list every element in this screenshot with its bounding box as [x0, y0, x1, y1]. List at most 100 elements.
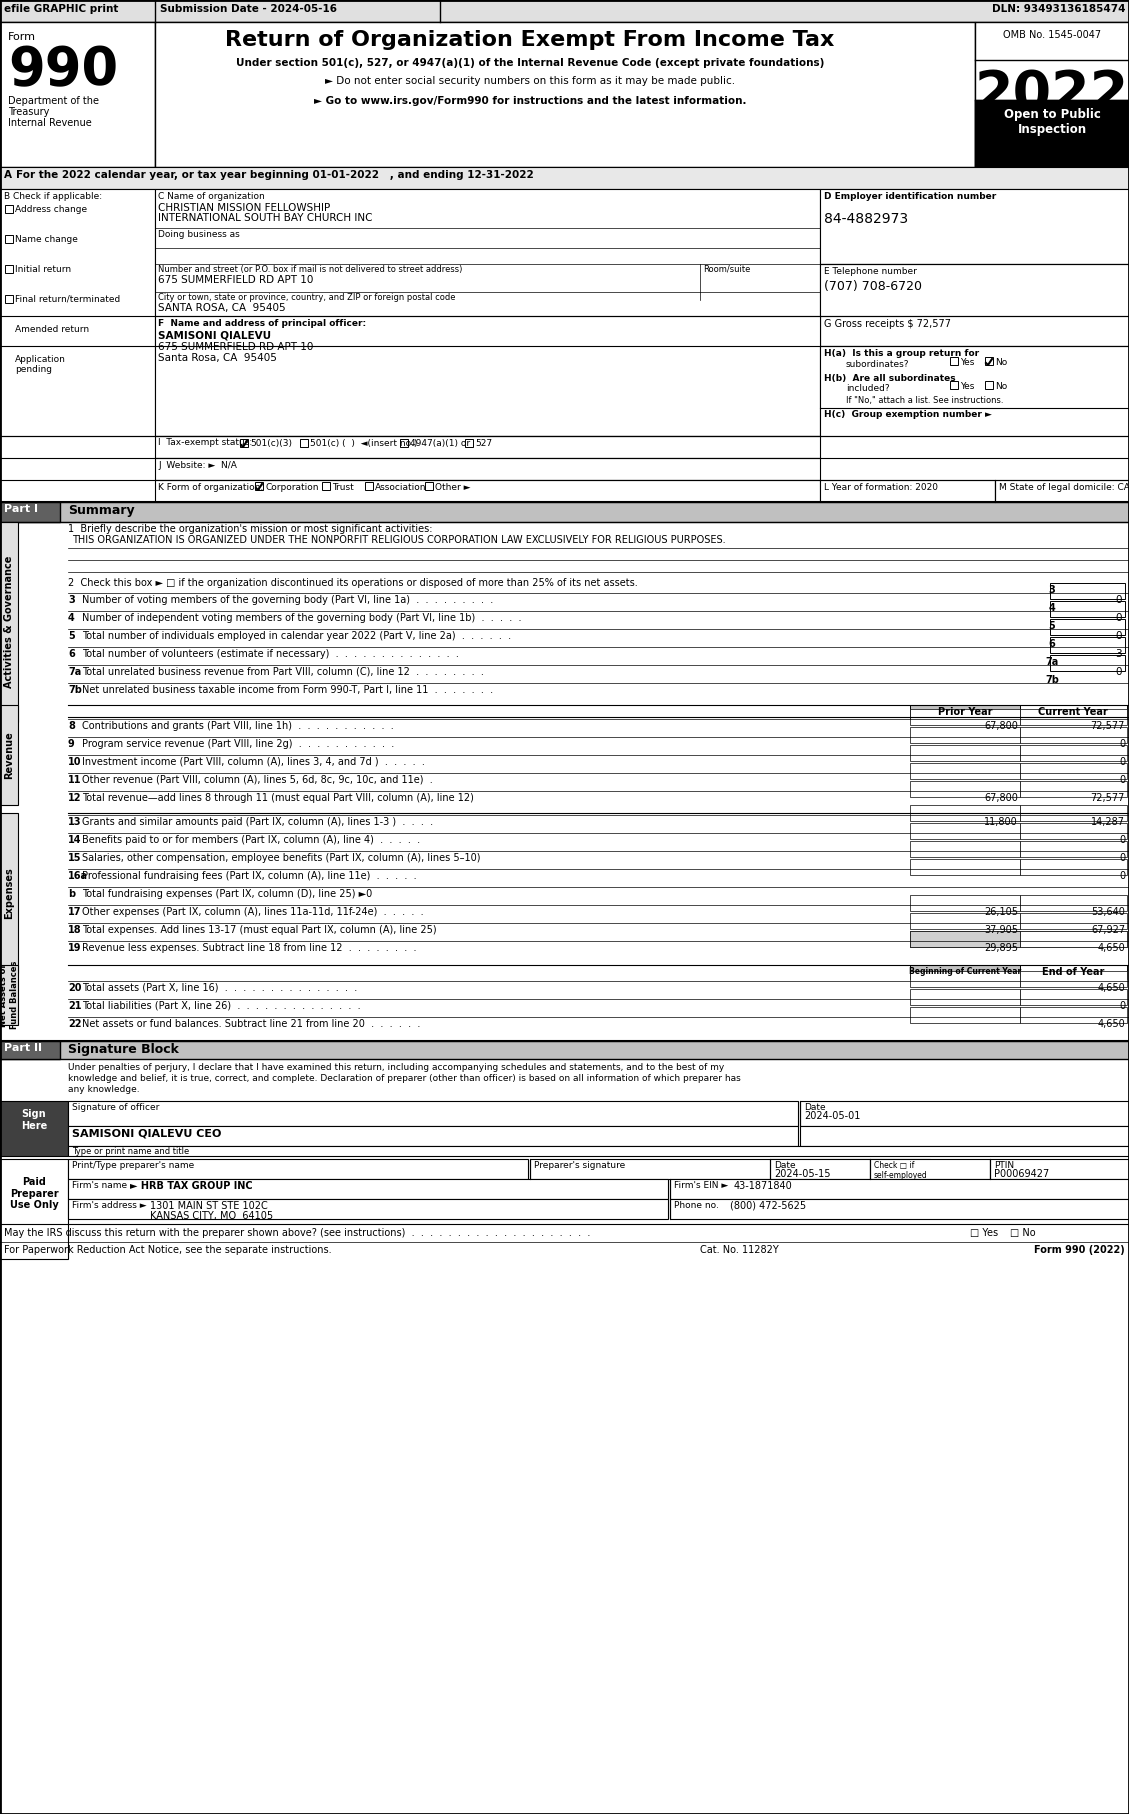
Bar	[1019, 965, 1127, 980]
Bar	[68, 1101, 798, 1126]
Text: Total number of volunteers (estimate if necessary)  .  .  .  .  .  .  .  .  .  .: Total number of volunteers (estimate if …	[82, 649, 458, 658]
Text: J  Website: ►  N/A: J Website: ► N/A	[158, 461, 237, 470]
Bar	[240, 439, 248, 446]
Text: 0: 0	[1115, 631, 1122, 640]
Text: 0: 0	[1119, 853, 1124, 863]
Text: Total number of individuals employed in calendar year 2022 (Part V, line 2a)  . : Total number of individuals employed in …	[82, 631, 511, 640]
Text: 14,287: 14,287	[1091, 816, 1124, 827]
Text: Current Year: Current Year	[1039, 707, 1108, 717]
Bar	[984, 381, 994, 388]
Bar	[0, 965, 18, 1025]
Bar	[984, 357, 994, 365]
Text: 3: 3	[68, 595, 75, 606]
Text: 15: 15	[68, 853, 81, 863]
Bar	[820, 481, 995, 502]
Text: H(c)  Group exemption number ►: H(c) Group exemption number ►	[824, 410, 992, 419]
Text: Treasury: Treasury	[8, 107, 50, 116]
Bar	[425, 483, 434, 490]
Text: Firm's address ►: Firm's address ►	[72, 1201, 147, 1210]
Bar	[669, 1199, 1129, 1219]
Text: 3: 3	[1115, 649, 1122, 658]
Text: Phone no.: Phone no.	[674, 1201, 719, 1210]
Text: A: A	[5, 171, 12, 180]
Text: Check □ if
self-employed: Check □ if self-employed	[874, 1161, 928, 1181]
Bar	[800, 1126, 1129, 1146]
Bar	[910, 842, 1019, 856]
Text: 1301 MAIN ST STE 102C: 1301 MAIN ST STE 102C	[150, 1201, 268, 1212]
Text: Date: Date	[774, 1161, 796, 1170]
Bar	[910, 709, 1019, 726]
Bar	[68, 1179, 668, 1199]
Text: Other revenue (Part VIII, column (A), lines 5, 6d, 8c, 9c, 10c, and 11e)  .: Other revenue (Part VIII, column (A), li…	[82, 775, 432, 785]
Bar	[770, 1159, 870, 1179]
Text: THIS ORGANIZATION IS ORGANIZED UNDER THE NONPORFIT RELIGIOUS CORPORATION LAW EXC: THIS ORGANIZATION IS ORGANIZED UNDER THE…	[72, 535, 726, 544]
Text: Number of voting members of the governing body (Part VI, line 1a)  .  .  .  .  .: Number of voting members of the governin…	[82, 595, 493, 606]
Text: Application
pending: Application pending	[15, 356, 65, 374]
Bar	[910, 912, 1019, 929]
Text: Total fundraising expenses (Part IX, column (D), line 25) ►0: Total fundraising expenses (Part IX, col…	[82, 889, 373, 900]
Bar	[1019, 842, 1127, 856]
Text: Return of Organization Exempt From Income Tax: Return of Organization Exempt From Incom…	[226, 31, 834, 51]
Bar	[1050, 600, 1124, 617]
Text: Paid
Preparer
Use Only: Paid Preparer Use Only	[10, 1177, 59, 1210]
Text: Investment income (Part VIII, column (A), lines 3, 4, and 7d )  .  .  .  .  .: Investment income (Part VIII, column (A)…	[82, 756, 425, 767]
Text: Other ►: Other ►	[435, 483, 471, 492]
Bar	[1019, 764, 1127, 778]
Text: Salaries, other compensation, employee benefits (Part IX, column (A), lines 5–10: Salaries, other compensation, employee b…	[82, 853, 481, 863]
Text: 675 SUMMERFIELD RD APT 10: 675 SUMMERFIELD RD APT 10	[158, 343, 314, 352]
Bar	[910, 805, 1019, 822]
Text: 18: 18	[68, 925, 81, 934]
Text: 7a: 7a	[1045, 657, 1059, 668]
Text: 16a: 16a	[68, 871, 88, 882]
Text: C Name of organization: C Name of organization	[158, 192, 264, 201]
Bar	[255, 483, 263, 490]
Bar	[1019, 860, 1127, 874]
Text: 6: 6	[1049, 639, 1056, 649]
Bar	[1019, 709, 1127, 726]
Bar	[1019, 824, 1127, 840]
Text: 3: 3	[1049, 584, 1056, 595]
Text: 0: 0	[1115, 595, 1122, 606]
Text: 0: 0	[1119, 1001, 1124, 1010]
Bar	[68, 1126, 798, 1146]
Bar	[910, 1007, 1019, 1023]
Text: G Gross receipts $ 72,577: G Gross receipts $ 72,577	[824, 319, 951, 328]
Text: 21: 21	[68, 1001, 81, 1010]
Text: 67,800: 67,800	[984, 720, 1018, 731]
Text: Total liabilities (Part X, line 26)  .  .  .  .  .  .  .  .  .  .  .  .  .  .: Total liabilities (Part X, line 26) . . …	[82, 1001, 360, 1010]
Text: Trust: Trust	[332, 483, 353, 492]
Text: SAMISONI QIALEVU: SAMISONI QIALEVU	[158, 330, 271, 341]
Text: ► Go to www.irs.gov/Form990 for instructions and the latest information.: ► Go to www.irs.gov/Form990 for instruct…	[314, 96, 746, 105]
Text: PTIN: PTIN	[994, 1161, 1014, 1170]
Text: 43-1871840: 43-1871840	[734, 1181, 793, 1192]
Text: 0: 0	[1115, 668, 1122, 677]
Bar	[1019, 894, 1127, 911]
Bar	[0, 316, 155, 435]
Text: Revenue: Revenue	[5, 731, 14, 778]
Text: City or town, state or province, country, and ZIP or foreign postal code: City or town, state or province, country…	[158, 294, 455, 301]
Bar	[949, 357, 959, 365]
Bar	[155, 316, 820, 435]
Text: Summary: Summary	[68, 504, 134, 517]
Text: Yes: Yes	[960, 357, 974, 366]
Bar	[1019, 746, 1127, 762]
Text: Sign
Here: Sign Here	[20, 1108, 47, 1130]
Text: Final return/terminated: Final return/terminated	[15, 296, 121, 305]
Bar	[5, 236, 14, 243]
Text: 11,800: 11,800	[984, 816, 1018, 827]
Text: No: No	[995, 383, 1007, 392]
Bar	[1019, 706, 1127, 718]
Bar	[995, 481, 1129, 502]
Text: H(b)  Are all subordinates: H(b) Are all subordinates	[824, 374, 955, 383]
Text: 0: 0	[1119, 871, 1124, 882]
Text: 72,577: 72,577	[1091, 720, 1124, 731]
Text: H(a)  Is this a group return for: H(a) Is this a group return for	[824, 348, 979, 357]
Bar	[1019, 805, 1127, 822]
Text: Signature of officer: Signature of officer	[72, 1103, 159, 1112]
Text: 4,650: 4,650	[1097, 983, 1124, 992]
Text: 2  Check this box ► □ if the organization discontinued its operations or dispose: 2 Check this box ► □ if the organization…	[68, 579, 638, 588]
Bar	[820, 346, 1129, 435]
Text: I  Tax-exempt status:: I Tax-exempt status:	[158, 437, 252, 446]
Bar	[910, 894, 1019, 911]
Bar	[155, 22, 975, 167]
